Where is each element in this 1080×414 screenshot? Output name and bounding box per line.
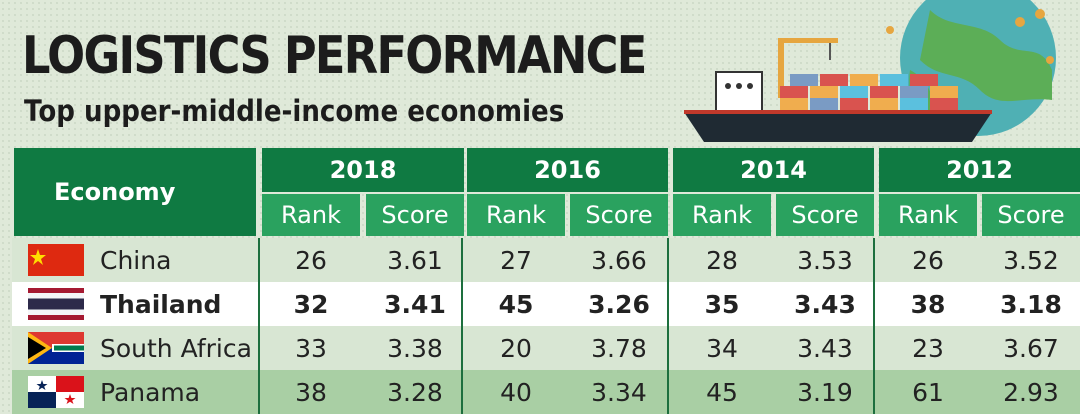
rank-value: 40 [500, 377, 532, 407]
rank-value: 26 [912, 245, 944, 275]
rank-column-header: Rank [262, 194, 360, 236]
thailand-flag-icon [28, 288, 84, 320]
column-divider [873, 238, 875, 414]
year-header: 2018 [262, 148, 464, 192]
score-value: 3.53 [797, 245, 853, 275]
chart-subtitle: Top upper-middle-income economies [24, 94, 565, 128]
score-value: 3.52 [1003, 245, 1059, 275]
rank-value: 61 [912, 377, 944, 407]
score-column-header: Score [982, 194, 1080, 236]
economy-name: Panama [100, 377, 201, 407]
table-row [12, 370, 1080, 414]
economy-name: South Africa [100, 333, 252, 363]
score-value: 3.19 [797, 377, 853, 407]
score-value: 3.41 [384, 289, 446, 319]
rank-value: 28 [706, 245, 738, 275]
column-divider [258, 238, 260, 414]
economy-column-header: Economy [14, 148, 256, 236]
score-value: 3.26 [588, 289, 650, 319]
rank-value: 45 [706, 377, 738, 407]
year-header: 2012 [879, 148, 1080, 192]
score-value: 3.28 [387, 377, 443, 407]
panama-flag-icon [28, 376, 84, 408]
cargo-ship-globe-illustration [684, 0, 1056, 142]
rank-value: 38 [910, 289, 946, 319]
column-divider [667, 238, 669, 414]
rank-value: 38 [295, 377, 327, 407]
score-value: 3.38 [387, 333, 443, 363]
score-column-header: Score [570, 194, 668, 236]
rank-value: 34 [706, 333, 738, 363]
rank-value: 23 [912, 333, 944, 363]
economy-name: Thailand [100, 289, 222, 319]
rank-value: 20 [500, 333, 532, 363]
year-header: 2016 [467, 148, 668, 192]
rank-column-header: Rank [673, 194, 771, 236]
score-value: 3.67 [1003, 333, 1059, 363]
score-value: 3.43 [797, 333, 853, 363]
score-value: 3.34 [591, 377, 647, 407]
column-divider [461, 238, 463, 414]
score-value: 2.93 [1003, 377, 1059, 407]
economy-name: China [100, 245, 172, 275]
rank-column-header: Rank [467, 194, 565, 236]
rank-value: 33 [295, 333, 327, 363]
table-row [12, 282, 1080, 326]
table-row [12, 238, 1080, 282]
rank-column-header: Rank [879, 194, 977, 236]
rank-value: 35 [704, 289, 740, 319]
score-value: 3.66 [591, 245, 647, 275]
score-column-header: Score [366, 194, 464, 236]
score-value: 3.61 [387, 245, 443, 275]
table-row [12, 326, 1080, 370]
score-value: 3.18 [1000, 289, 1062, 319]
score-value: 3.43 [794, 289, 856, 319]
rank-value: 27 [500, 245, 532, 275]
score-column-header: Score [776, 194, 874, 236]
score-value: 3.78 [591, 333, 647, 363]
south-africa-flag-icon [28, 332, 84, 364]
china-flag-icon [28, 244, 84, 276]
rank-value: 45 [498, 289, 534, 319]
rank-value: 32 [293, 289, 329, 319]
rank-value: 26 [295, 245, 327, 275]
chart-title: LOGISTICS PERFORMANCE [22, 26, 647, 86]
year-header: 2014 [673, 148, 874, 192]
